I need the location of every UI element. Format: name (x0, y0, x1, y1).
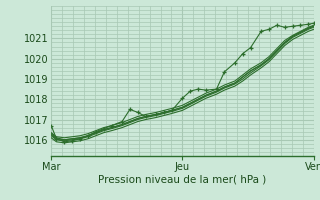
X-axis label: Pression niveau de la mer( hPa ): Pression niveau de la mer( hPa ) (98, 174, 267, 184)
